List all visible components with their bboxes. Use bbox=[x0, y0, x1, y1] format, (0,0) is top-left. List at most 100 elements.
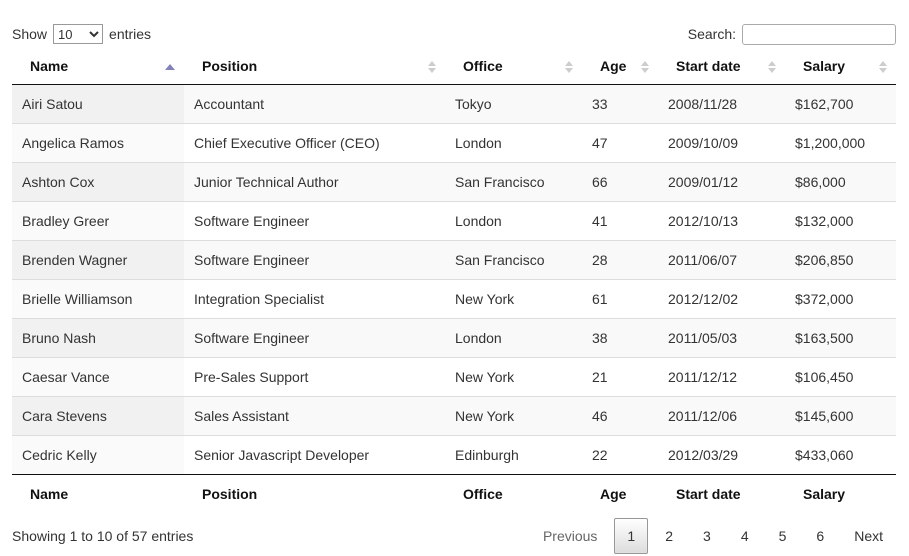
page-button-3[interactable]: 3 bbox=[703, 528, 711, 544]
cell-age: 38 bbox=[582, 318, 658, 358]
cell-salary: $145,600 bbox=[785, 396, 896, 436]
cell-age: 47 bbox=[582, 123, 658, 163]
cell-age: 22 bbox=[582, 435, 658, 475]
cell-salary: $1,200,000 bbox=[785, 123, 896, 163]
page-button-2[interactable]: 2 bbox=[665, 528, 674, 544]
sort-both-icon bbox=[641, 61, 649, 73]
cell-name: Brielle Williamson bbox=[12, 279, 184, 319]
table-row[interactable]: Ashton Cox Junior Technical Author San Fra… bbox=[12, 162, 896, 202]
cell-position: Sales Assistant bbox=[184, 396, 445, 436]
footer-column-position: Position bbox=[184, 474, 445, 510]
cell-start-date: 2012/03/29 bbox=[658, 435, 785, 475]
cell-age: 46 bbox=[582, 396, 658, 436]
cell-name: Caesar Vance bbox=[12, 357, 184, 397]
page-button-1[interactable]: 1 bbox=[614, 518, 649, 554]
cell-position: Chief Executive Officer (CEO) bbox=[184, 123, 445, 163]
table-row[interactable]: Angelica Ramos Chief Executive Officer (C… bbox=[12, 123, 896, 163]
cell-start-date: 2011/05/03 bbox=[658, 318, 785, 358]
cell-office: London bbox=[445, 123, 582, 163]
data-table: Name Position Office Age Start date Salary Ai… bbox=[12, 50, 896, 510]
search-input[interactable] bbox=[742, 23, 896, 45]
cell-office: Edinburgh bbox=[445, 435, 582, 475]
cell-name: Bradley Greer bbox=[12, 201, 184, 241]
table-row[interactable]: Brielle Williamson Integration Specialist… bbox=[12, 279, 896, 319]
cell-name: Angelica Ramos bbox=[12, 123, 184, 163]
page-length-control: Show 10 entries bbox=[12, 24, 151, 44]
cell-salary: $106,450 bbox=[785, 357, 896, 397]
cell-office: New York bbox=[445, 396, 582, 436]
table-bottom-bar: Showing 1 to 10 of 57 entries Previous 1… bbox=[12, 516, 896, 556]
cell-position: Software Engineer bbox=[184, 240, 445, 280]
page-length-select[interactable]: 10 bbox=[53, 24, 104, 44]
table-row[interactable]: Bruno Nash Software Engineer London 38 2011/… bbox=[12, 318, 896, 358]
column-header-position[interactable]: Position bbox=[184, 50, 445, 85]
cell-office: London bbox=[445, 318, 582, 358]
cell-salary: $132,000 bbox=[785, 201, 896, 241]
cell-office: San Francisco bbox=[445, 240, 582, 280]
page-button-6[interactable]: 6 bbox=[816, 528, 825, 544]
cell-position: Senior Javascript Developer bbox=[184, 435, 445, 475]
table-row[interactable]: Cara Stevens Sales Assistant New York 46 201… bbox=[12, 396, 896, 436]
entries-info: Showing 1 to 10 of 57 entries bbox=[12, 528, 194, 544]
cell-position: Software Engineer bbox=[184, 318, 445, 358]
next-button[interactable]: Next bbox=[854, 528, 883, 544]
cell-office: London bbox=[445, 201, 582, 241]
cell-start-date: 2012/12/02 bbox=[658, 279, 785, 319]
table-row[interactable]: Caesar Vance Pre-Sales Support New York 21 2… bbox=[12, 357, 896, 397]
cell-position: Junior Technical Author bbox=[184, 162, 445, 202]
column-header-office[interactable]: Office bbox=[445, 50, 582, 85]
column-label: Name bbox=[30, 58, 69, 74]
cell-position: Accountant bbox=[194, 96, 265, 112]
cell-salary: $372,000 bbox=[785, 279, 896, 319]
cell-name: Brenden Wagner bbox=[12, 240, 184, 280]
column-header-start-date[interactable]: Start date bbox=[658, 50, 785, 85]
table-row[interactable]: Airi Satou Accountant Tokyo 33 2008/11/28 $16… bbox=[12, 84, 896, 124]
column-header-age[interactable]: Age bbox=[582, 50, 658, 85]
column-header-salary[interactable]: Salary bbox=[785, 50, 896, 85]
cell-start-date: 2009/01/12 bbox=[658, 162, 785, 202]
entries-label: entries bbox=[109, 26, 152, 42]
table-controls: Show 10 entries Search: bbox=[12, 22, 896, 46]
cell-start-date: 2008/11/28 bbox=[668, 96, 738, 112]
show-label: Show bbox=[12, 26, 48, 42]
sort-both-icon bbox=[879, 61, 887, 73]
page-button-5[interactable]: 5 bbox=[778, 528, 787, 544]
column-label: Position bbox=[202, 58, 258, 74]
cell-position: Software Engineer bbox=[184, 201, 445, 241]
column-label: Age bbox=[600, 58, 627, 74]
footer-column-start-date: Start date bbox=[658, 474, 785, 510]
table-row[interactable]: Cedric Kelly Senior Javascript Developer E… bbox=[12, 435, 896, 475]
cell-start-date: 2011/06/07 bbox=[658, 240, 785, 280]
cell-start-date: 2009/10/09 bbox=[658, 123, 785, 163]
cell-start-date: 2011/12/06 bbox=[658, 396, 785, 436]
column-label: Start date bbox=[676, 58, 741, 74]
page-button-4[interactable]: 4 bbox=[740, 528, 749, 544]
table-row[interactable]: Brenden Wagner Software Engineer San Franc… bbox=[12, 240, 896, 280]
cell-salary: $206,850 bbox=[785, 240, 896, 280]
cell-age: 66 bbox=[582, 162, 658, 202]
table-body: Airi Satou Accountant Tokyo 33 2008/11/28 $16… bbox=[12, 84, 896, 475]
cell-office: San Francisco bbox=[445, 162, 582, 202]
cell-age: 61 bbox=[582, 279, 658, 319]
cell-salary: $433,060 bbox=[785, 435, 896, 475]
table-footer-row: Name Position Office Age Start date Salary bbox=[12, 474, 896, 510]
cell-start-date: 2012/10/13 bbox=[658, 201, 785, 241]
sort-both-icon bbox=[768, 61, 776, 73]
column-label: Office bbox=[463, 58, 503, 74]
cell-name: Cara Stevens bbox=[12, 396, 184, 436]
previous-button[interactable]: Previous bbox=[542, 528, 598, 544]
sort-both-icon bbox=[428, 61, 436, 73]
search-label: Search: bbox=[687, 26, 736, 42]
cell-office: Tokyo bbox=[455, 96, 492, 112]
cell-name: Ashton Cox bbox=[12, 162, 184, 202]
sort-both-icon bbox=[565, 61, 573, 73]
table-row[interactable]: Bradley Greer Software Engineer London 41 20… bbox=[12, 201, 896, 241]
table-header-row: Name Position Office Age Start date Salary bbox=[12, 50, 896, 85]
cell-salary: $162,700 bbox=[795, 96, 854, 112]
footer-column-office: Office bbox=[445, 474, 582, 510]
cell-name: Bruno Nash bbox=[12, 318, 184, 358]
column-header-name[interactable]: Name bbox=[12, 50, 184, 85]
